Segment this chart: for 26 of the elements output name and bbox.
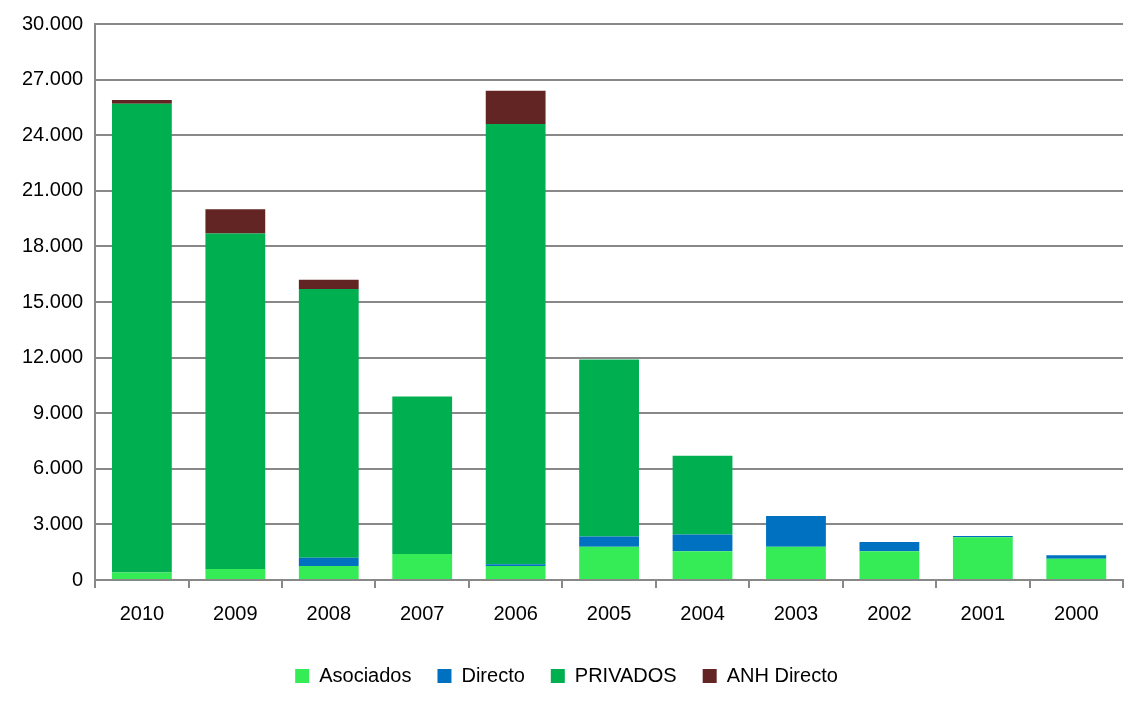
y-tick-label: 9.000 xyxy=(33,400,84,423)
y-tick-label: 0 xyxy=(72,567,84,590)
legend-label: Asociados xyxy=(319,663,412,686)
y-tick-label: 21.000 xyxy=(22,178,84,201)
y-tick-label: 27.000 xyxy=(22,67,84,90)
legend-label: PRIVADOS xyxy=(574,663,677,686)
y-tick-label: 12.000 xyxy=(22,345,84,368)
y-tick-label: 30.000 xyxy=(22,11,84,34)
legend-label: ANH Directo xyxy=(726,663,838,686)
y-tick-label: 18.000 xyxy=(22,233,84,256)
x-tick-label: 2001 xyxy=(960,601,1006,624)
y-tick-label: 24.000 xyxy=(22,122,84,145)
x-tick-label: 2007 xyxy=(399,601,445,624)
x-tick-label: 2003 xyxy=(773,601,819,624)
x-tick-label: 2000 xyxy=(1054,601,1099,624)
x-tick-label: 2005 xyxy=(586,601,632,624)
x-tick-label: 2008 xyxy=(306,601,352,624)
legend-label: Directo xyxy=(461,663,525,686)
x-tick-label: 2004 xyxy=(680,601,725,624)
y-tick-label: 6.000 xyxy=(33,456,84,479)
x-tick-label: 2002 xyxy=(867,601,912,624)
x-tick-label: 2010 xyxy=(119,601,165,624)
x-tick-label: 2006 xyxy=(493,601,538,624)
y-tick-label: 3.000 xyxy=(33,511,84,534)
x-tick-label: 2009 xyxy=(213,601,258,624)
y-tick-label: 15.000 xyxy=(22,289,84,312)
